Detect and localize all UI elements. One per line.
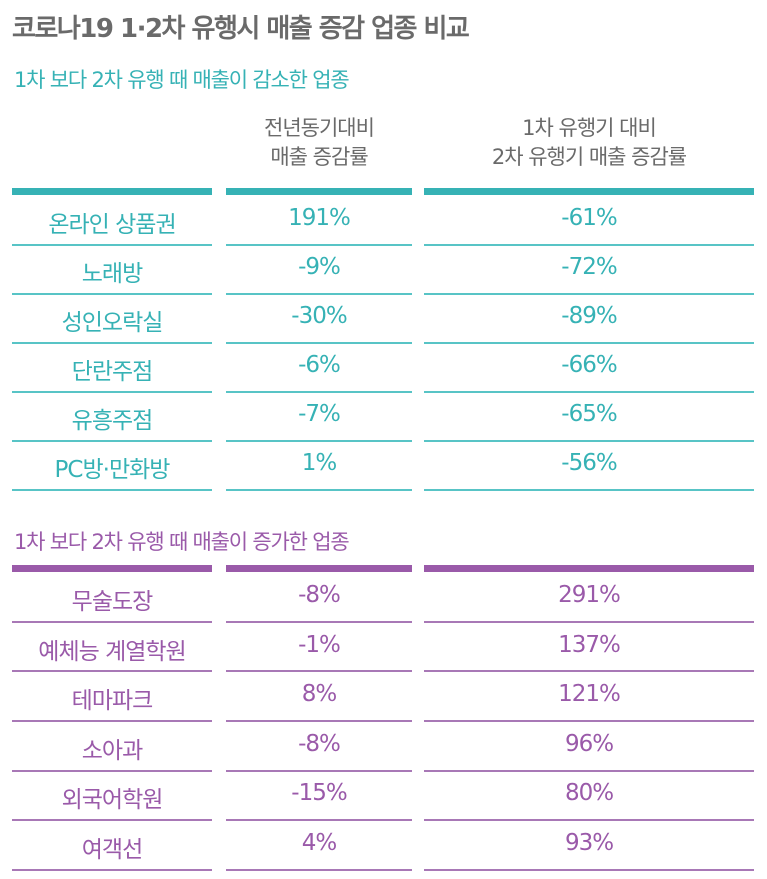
section-1-row-6-vs-first-wave-change: -56%	[561, 450, 617, 476]
section-1-row-1-yoy-change: 191%	[288, 205, 351, 231]
section-2-row-6-yoy-change: 4%	[301, 830, 338, 856]
section-2-row-3-industry-name: 테마파크	[71, 688, 154, 715]
section-1-row-3-divider-3	[424, 342, 754, 344]
section-2-row-5-divider-1	[12, 819, 212, 821]
section-2-row-4-divider-1	[12, 770, 212, 772]
section-2-row-2-divider-3	[424, 670, 754, 672]
section-1-row-2-divider-1	[12, 293, 212, 295]
section-1-header-rule-2	[226, 188, 412, 195]
section-2-row-4-yoy-change: -8%	[298, 730, 341, 757]
section-1-row-1-industry-name: 온라인 상품권	[48, 212, 176, 238]
section-1-row-1-divider-2	[226, 244, 412, 246]
section-1-row-3-industry-name: 성인오락실	[61, 310, 164, 336]
section-1-row-5-divider-3	[424, 440, 754, 442]
column-header-vs-first-wave-line-1: 1차 유행기 대비	[522, 116, 657, 140]
section-1-row-4-yoy-change: -6%	[298, 352, 341, 378]
section-2-row-6-divider-3	[424, 869, 754, 871]
section-1-row-4-divider-3	[424, 391, 754, 393]
section-1-row-6-divider-3	[424, 489, 754, 491]
section-2-row-4-divider-3	[424, 770, 754, 772]
section-1-row-5-industry-name: 유흥주점	[71, 408, 154, 434]
section-2-row-1-industry-name: 무술도장	[71, 589, 154, 615]
column-header-vs-first-wave-line-2: 2차 유행기 매출 증감률	[491, 145, 687, 169]
section-2-header-rule-3	[424, 565, 754, 572]
section-2-row-3-divider-3	[424, 720, 754, 722]
section-1-row-5-yoy-change: -7%	[298, 401, 341, 427]
section-2-row-6-divider-1	[12, 869, 212, 871]
section-2-row-1-yoy-change: -8%	[298, 582, 341, 608]
section-1-row-3-yoy-change: -30%	[291, 303, 347, 329]
section-1-row-2-divider-2	[226, 293, 412, 295]
section-1-row-5-vs-first-wave-change: -65%	[561, 401, 617, 427]
section-2-row-2-divider-1	[12, 670, 212, 672]
section-2-row-1-divider-2	[226, 621, 412, 623]
section-2-row-5-yoy-change: -15%	[291, 780, 347, 807]
section-2-row-2-divider-2	[226, 670, 412, 672]
section-1-row-2-industry-name: 노래방	[81, 261, 143, 287]
column-header-vs-first-wave: 1차 유행기 대비 2차 유행기 매출 증감률	[424, 114, 754, 172]
section-2-row-4-vs-first-wave-change: 96%	[564, 730, 614, 757]
section-1-row-6-divider-1	[12, 489, 212, 491]
section-2-row-5-divider-2	[226, 819, 412, 821]
column-header-yoy-line-2: 매출 증감률	[270, 145, 368, 169]
page-title: 코로나19 1·2차 유행시 매출 증감 업종 비교	[12, 14, 470, 44]
section-2-row-5-industry-name: 외국어학원	[61, 787, 164, 814]
section-1-row-1-divider-1	[12, 244, 212, 246]
section-1-row-1-vs-first-wave-change: -61%	[561, 205, 617, 231]
section-2-row-3-divider-2	[226, 720, 412, 722]
section-2-row-3-divider-1	[12, 720, 212, 722]
section-2-row-3-yoy-change: 8%	[301, 681, 338, 708]
section-2-header-rule-2	[226, 565, 412, 572]
section-2-row-5-divider-3	[424, 819, 754, 821]
section-1-row-5-divider-2	[226, 440, 412, 442]
section-1-row-4-industry-name: 단란주점	[71, 359, 154, 385]
section-2-row-2-vs-first-wave-change: 137%	[558, 631, 621, 658]
section-1-row-2-divider-3	[424, 293, 754, 295]
increase-section-title: 1차 보다 2차 유행 때 매출이 증가한 업종	[14, 530, 350, 554]
section-2-row-4-industry-name: 소아과	[81, 737, 143, 764]
section-1-row-5-divider-1	[12, 440, 212, 442]
section-1-row-3-divider-2	[226, 342, 412, 344]
section-1-row-4-divider-1	[12, 391, 212, 393]
column-header-yoy-line-1: 전년동기대비	[264, 116, 375, 140]
section-2-row-1-divider-1	[12, 621, 212, 623]
section-2-row-6-divider-2	[226, 869, 412, 871]
section-1-row-3-vs-first-wave-change: -89%	[561, 303, 617, 329]
section-1-row-2-yoy-change: -9%	[298, 254, 341, 280]
section-2-row-6-vs-first-wave-change: 93%	[564, 830, 614, 856]
section-1-header-rule-1	[12, 188, 212, 195]
section-2-row-1-vs-first-wave-change: 291%	[558, 582, 621, 608]
section-2-row-6-industry-name: 여객선	[81, 837, 143, 863]
section-1-row-4-vs-first-wave-change: -66%	[561, 352, 617, 378]
section-1-row-2-vs-first-wave-change: -72%	[561, 254, 617, 280]
section-1-row-6-yoy-change: 1%	[301, 450, 338, 476]
decrease-section-title: 1차 보다 2차 유행 때 매출이 감소한 업종	[14, 68, 350, 92]
section-1-row-6-industry-name: PC방·만화방	[54, 457, 171, 483]
section-2-row-2-yoy-change: -1%	[298, 631, 341, 658]
section-1-row-1-divider-3	[424, 244, 754, 246]
section-2-row-5-vs-first-wave-change: 80%	[564, 780, 614, 807]
section-1-row-3-divider-1	[12, 342, 212, 344]
section-2-row-1-divider-3	[424, 621, 754, 623]
section-2-row-4-divider-2	[226, 770, 412, 772]
section-1-header-rule-3	[424, 188, 754, 195]
section-1-row-6-divider-2	[226, 489, 412, 491]
section-1-row-4-divider-2	[226, 391, 412, 393]
section-2-row-3-vs-first-wave-change: 121%	[558, 681, 621, 708]
section-2-header-rule-1	[12, 565, 212, 572]
column-header-yoy: 전년동기대비 매출 증감률	[226, 114, 412, 172]
section-2-row-2-industry-name: 예체능 계열학원	[38, 638, 186, 665]
